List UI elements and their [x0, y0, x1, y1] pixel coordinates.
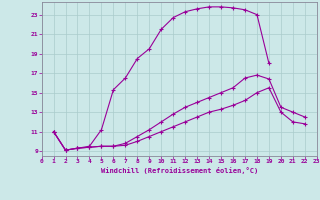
X-axis label: Windchill (Refroidissement éolien,°C): Windchill (Refroidissement éolien,°C)	[100, 167, 258, 174]
